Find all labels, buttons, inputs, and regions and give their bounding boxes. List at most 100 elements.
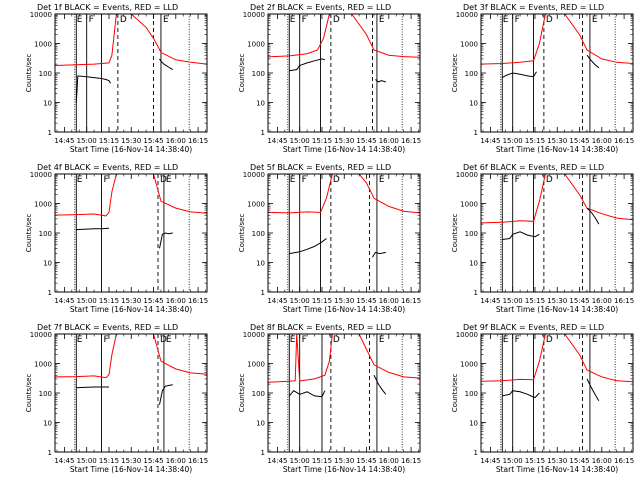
- panel-title: Det 6f BLACK = Events, RED = LLD: [463, 163, 604, 172]
- y-axis-label: Counts/sec: [451, 54, 459, 93]
- y-tick-label: 100: [39, 230, 52, 238]
- marker-letter: F: [104, 175, 109, 185]
- x-tick-label: 15:45: [569, 137, 589, 145]
- x-tick-label: 16:15: [401, 297, 421, 305]
- y-tick-label: 100: [39, 70, 52, 78]
- x-axis-label: Start Time (16-Nov-14 14:38:40): [283, 305, 405, 314]
- plot-frame: [480, 173, 634, 293]
- y-tick-label: 1000: [34, 361, 52, 369]
- y-tick-label: 1000: [460, 361, 478, 369]
- detector-panel-5: E F D E 1 10 100 1000 10000 14:45 15:00 15:15 15:30 1…: [213, 160, 426, 320]
- detector-panel-4: E F D E 1 10 100 1000 10000 14:45 15:00 15:15 15:30 1…: [0, 160, 213, 320]
- x-axis-label: Start Time (16-Nov-14 14:38:40): [283, 465, 405, 474]
- x-tick-label: 16:00: [592, 297, 612, 305]
- marker-letter: E: [290, 175, 296, 185]
- marker-letter: E: [503, 175, 509, 185]
- y-tick-label: 1: [48, 129, 52, 137]
- series-black-line: [372, 251, 386, 258]
- detector-panel-8: E F D E 1 10 100 1000 10000 14:45 15:00 15:15 15:30 1…: [213, 320, 426, 480]
- panel-title: Det 2f BLACK = Events, RED = LLD: [250, 3, 391, 12]
- x-tick-label: 15:00: [503, 137, 523, 145]
- marker-letter: E: [163, 15, 169, 25]
- y-tick-label: 10: [469, 100, 478, 108]
- y-tick-label: 10000: [30, 331, 52, 339]
- series-black-line: [586, 207, 600, 225]
- x-tick-label: 14:45: [480, 457, 500, 465]
- x-tick-label: 16:15: [401, 137, 421, 145]
- plot-frame: [480, 13, 634, 133]
- marker-letter: E: [77, 15, 83, 25]
- x-tick-label: 15:30: [334, 297, 354, 305]
- series-black-line: [76, 386, 109, 389]
- series-black-line: [375, 79, 386, 83]
- x-tick-label: 15:30: [334, 457, 354, 465]
- panel-title: Det 1f BLACK = Events, RED = LLD: [37, 3, 178, 12]
- marker-letter: F: [302, 335, 307, 345]
- series-red-line: [481, 334, 633, 383]
- y-tick-label: 1: [474, 449, 478, 457]
- plot-frame: [54, 13, 208, 133]
- y-axis-label: Counts/sec: [25, 54, 33, 93]
- marker-letter: E: [503, 335, 509, 345]
- y-tick-label: 1000: [247, 361, 265, 369]
- marker-letter: D: [160, 175, 167, 185]
- series-black-line: [502, 71, 537, 79]
- x-tick-label: 16:15: [188, 457, 208, 465]
- marker-letter: D: [333, 175, 340, 185]
- plot-frame: [480, 333, 634, 453]
- series-red-line: [481, 14, 633, 65]
- y-tick-label: 10000: [243, 171, 265, 179]
- marker-letter: E: [379, 175, 385, 185]
- detector-panel-1: E F D E 1 10 100 1000 10000 14:45 15:00 15:15 15:30 1…: [0, 0, 213, 160]
- x-tick-label: 15:00: [503, 457, 523, 465]
- y-tick-label: 10000: [243, 331, 265, 339]
- panel-title: Det 3f BLACK = Events, RED = LLD: [463, 3, 604, 12]
- plot-frame: [267, 13, 421, 133]
- x-tick-label: 15:15: [312, 297, 332, 305]
- series-black-line: [75, 75, 111, 103]
- x-axis-label: Start Time (16-Nov-14 14:38:40): [70, 145, 192, 154]
- plot-frame: [267, 173, 421, 293]
- y-axis-label: Counts/sec: [238, 54, 246, 93]
- y-tick-label: 1: [261, 449, 265, 457]
- y-tick-label: 100: [465, 230, 478, 238]
- x-tick-label: 15:30: [547, 297, 567, 305]
- x-tick-label: 16:00: [166, 137, 186, 145]
- x-tick-label: 15:45: [356, 297, 376, 305]
- series-black-line: [76, 227, 110, 231]
- x-axis-label: Start Time (16-Nov-14 14:38:40): [496, 465, 618, 474]
- x-axis-label: Start Time (16-Nov-14 14:38:40): [496, 305, 618, 314]
- x-tick-label: 15:45: [569, 457, 589, 465]
- series-group: [55, 14, 207, 103]
- y-tick-label: 10: [256, 100, 265, 108]
- x-tick-label: 15:45: [356, 457, 376, 465]
- y-tick-label: 10: [43, 420, 52, 428]
- y-tick-label: 100: [465, 390, 478, 398]
- series-black-line: [288, 390, 326, 398]
- x-tick-label: 16:00: [379, 297, 399, 305]
- x-tick-label: 15:15: [525, 297, 545, 305]
- x-tick-label: 16:00: [592, 137, 612, 145]
- marker-letter: E: [379, 15, 385, 25]
- y-axis-label: Counts/sec: [451, 214, 459, 253]
- x-tick-label: 15:00: [290, 457, 310, 465]
- series-red-line: [55, 14, 207, 66]
- detector-panel-7: E F D E 1 10 100 1000 10000 14:45 15:00 15:15 15:30 1…: [0, 320, 213, 480]
- marker-letter: D: [333, 15, 340, 25]
- x-tick-label: 15:15: [99, 457, 119, 465]
- marker-letter: D: [546, 335, 553, 345]
- x-tick-label: 15:30: [121, 457, 141, 465]
- y-tick-label: 1000: [247, 41, 265, 49]
- marker-letter: E: [166, 335, 172, 345]
